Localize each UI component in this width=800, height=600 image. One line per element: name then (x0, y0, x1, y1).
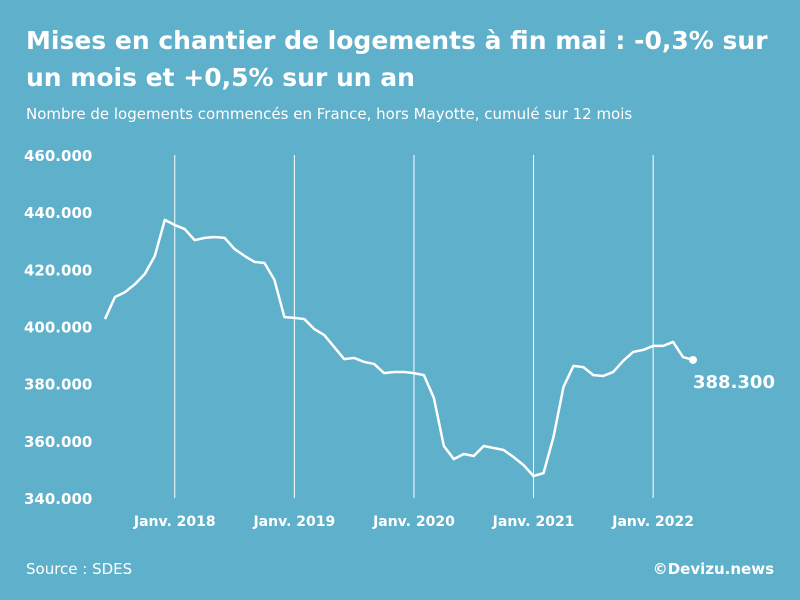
end-point (689, 355, 697, 364)
x-tick-label: Janv. 2018 (133, 514, 216, 530)
x-tick-label: Janv. 2022 (611, 514, 694, 530)
x-tick-label: Janv. 2019 (252, 514, 335, 530)
credit: ©Devizu.news (653, 560, 774, 578)
chart-title: Mises en chantier de logements à fin mai… (26, 26, 768, 92)
source: Source : SDES (26, 560, 132, 578)
y-tick-label: 380.000 (24, 376, 92, 394)
y-tick-label: 420.000 (24, 261, 92, 279)
y-tick-label: 360.000 (24, 433, 92, 451)
chart-subtitle: Nombre de logements commencés en France,… (26, 105, 632, 123)
y-tick-label: 400.000 (24, 319, 92, 337)
y-tick-label: 340.000 (24, 490, 92, 508)
x-tick-label: Janv. 2020 (372, 514, 455, 530)
y-tick-label: 440.000 (24, 204, 92, 222)
title-box: Mises en chantier de logements à fin mai… (26, 26, 768, 92)
value-label: 388.300 (693, 372, 775, 393)
y-tick-label: 460.000 (24, 147, 92, 165)
x-tick-label: Janv. 2021 (492, 514, 575, 530)
line (103, 218, 694, 478)
